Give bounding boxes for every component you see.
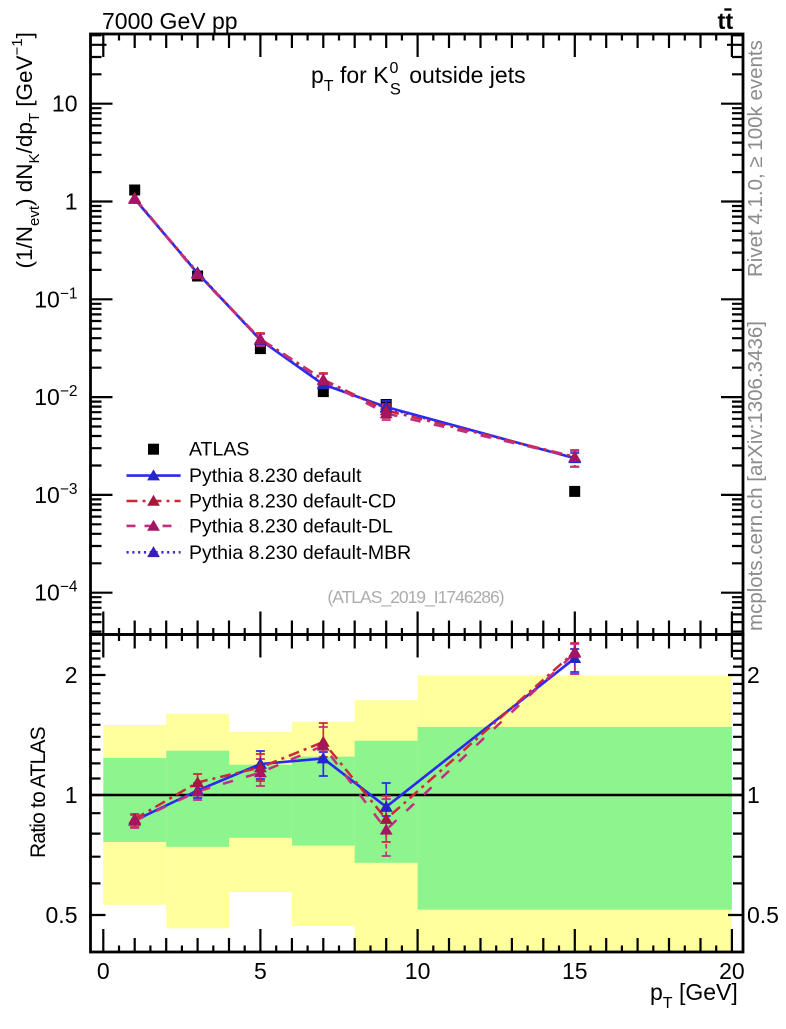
svg-text:Rivet 4.1.0, ≥ 100k events: Rivet 4.1.0, ≥ 100k events [744,40,767,277]
svg-text:5: 5 [254,958,267,984]
svg-text:Pythia 8.230 default-CD: Pythia 8.230 default-CD [189,491,396,513]
svg-text:ATLAS: ATLAS [189,439,249,461]
svg-text:Pythia 8.230 default-MBR: Pythia 8.230 default-MBR [189,542,411,564]
svg-text:7000 GeV pp: 7000 GeV pp [102,8,238,34]
svg-text:10: 10 [405,958,431,984]
svg-text:2: 2 [747,662,760,688]
svg-text:1: 1 [65,782,78,808]
svg-text:1: 1 [65,189,78,215]
svg-text:0.5: 0.5 [46,902,78,928]
svg-text:2: 2 [65,662,78,688]
svg-text:0: 0 [97,958,110,984]
svg-text:mcplots.cern.ch [arXiv:1306.34: mcplots.cern.ch [arXiv:1306.3436] [744,321,767,631]
svg-text:Ratio to ATLAS: Ratio to ATLAS [27,726,50,858]
svg-text:20: 20 [719,958,745,984]
svg-text:Pythia 8.230 default: Pythia 8.230 default [189,465,362,487]
svg-text:(ATLAS_2019_I1746286): (ATLAS_2019_I1746286) [327,587,503,608]
svg-text:15: 15 [562,958,588,984]
svg-text:tt: tt [718,8,734,34]
svg-text:0.5: 0.5 [747,902,779,928]
svg-text:Pythia 8.230 default-DL: Pythia 8.230 default-DL [189,515,393,537]
svg-text:1: 1 [747,782,760,808]
svg-text:10: 10 [52,91,78,117]
